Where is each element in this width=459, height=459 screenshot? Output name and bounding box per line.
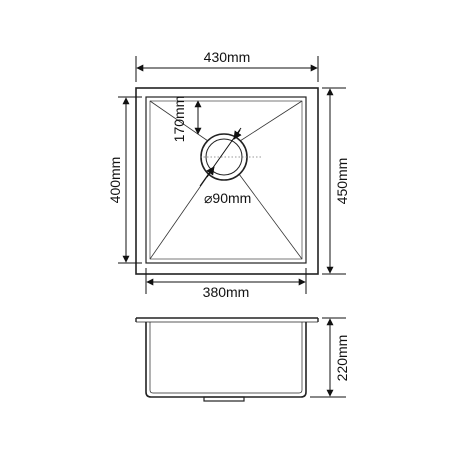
dimension-outer-depth: 450mm xyxy=(322,87,350,275)
sink-outer-rim xyxy=(135,87,319,275)
drain-offset-label: 170mm xyxy=(171,96,187,143)
dimension-bowl-height: 220mm xyxy=(310,317,350,398)
dimension-outer-width: 430mm xyxy=(135,49,319,82)
dimension-inner-width: 380mm xyxy=(145,268,307,300)
side-view: 220mm xyxy=(135,317,350,402)
sink-inner-bowl-edge xyxy=(149,100,303,260)
sink-inner-bowl xyxy=(145,96,307,264)
top-view: 430mm 380mm 400mm 450mm 170mm xyxy=(107,49,350,300)
dimension-drain-diameter: ⌀90mm xyxy=(199,127,251,206)
inner-depth-label: 400mm xyxy=(107,157,123,204)
dimension-inner-depth: 400mm xyxy=(107,96,142,264)
bowl-fold-lines xyxy=(149,100,303,260)
outer-width-label: 430mm xyxy=(204,49,251,65)
side-drain-stub xyxy=(203,396,245,402)
bowl-height-label: 220mm xyxy=(334,335,350,382)
outer-depth-label: 450mm xyxy=(334,158,350,205)
inner-width-label: 380mm xyxy=(203,284,250,300)
side-bowl-body xyxy=(145,322,307,398)
drain-diameter-label: ⌀90mm xyxy=(204,190,251,206)
dimension-drain-offset: 170mm xyxy=(171,96,202,143)
